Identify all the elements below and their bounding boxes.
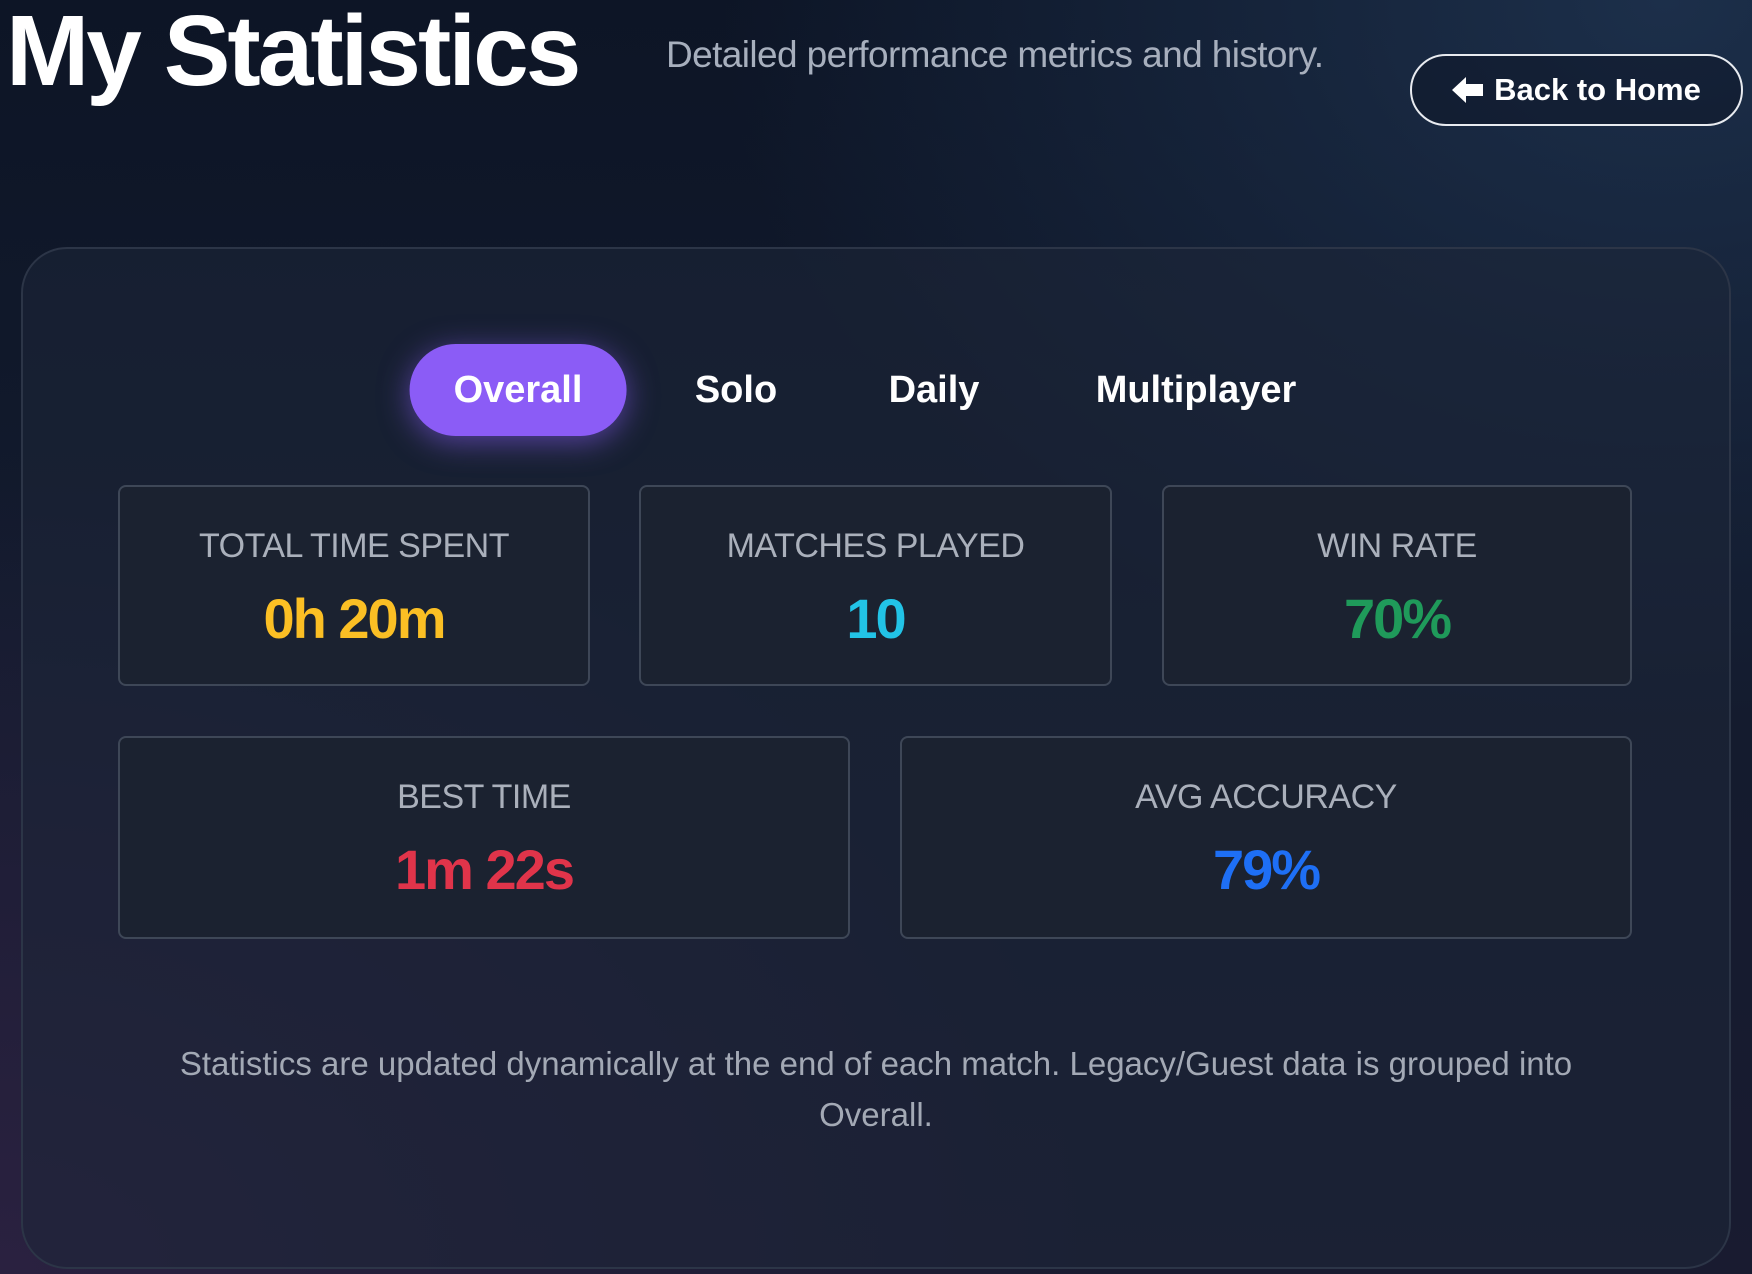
stat-value: 70% bbox=[1343, 587, 1452, 650]
stat-label: BEST TIME bbox=[397, 778, 571, 816]
stat-value: 0h 20m bbox=[263, 587, 447, 650]
stat-label: TOTAL TIME SPENT bbox=[198, 527, 510, 565]
stat-card: TOTAL TIME SPENT 0h 20m bbox=[118, 485, 590, 686]
tab[interactable]: Daily bbox=[888, 368, 980, 411]
footer-note: Statistics are updated dynamically at th… bbox=[179, 1045, 1573, 1133]
stat-value: 1m 22s bbox=[395, 838, 575, 901]
page-subtitle: Detailed performance metrics and history… bbox=[666, 34, 1324, 75]
page-title: My Statistics bbox=[6, 0, 581, 107]
back-button-label: Back to Home bbox=[1494, 72, 1701, 107]
stat-label: AVG ACCURACY bbox=[1135, 778, 1397, 816]
tab[interactable]: Overall bbox=[409, 344, 627, 436]
stat-card: WIN RATE 70% bbox=[1162, 485, 1632, 686]
stat-card: AVG ACCURACY 79% bbox=[900, 736, 1632, 939]
back-button[interactable]: Back to Home bbox=[1410, 54, 1743, 126]
tab[interactable]: Multiplayer bbox=[1095, 368, 1297, 411]
stat-card: BEST TIME 1m 22s bbox=[118, 736, 850, 939]
stat-label: MATCHES PLAYED bbox=[726, 527, 1025, 565]
stat-value: 10 bbox=[846, 587, 906, 650]
stat-value: 79% bbox=[1212, 838, 1321, 901]
stat-label: WIN RATE bbox=[1317, 527, 1477, 565]
tab[interactable]: Solo bbox=[694, 368, 778, 411]
back-arrow-icon bbox=[1452, 77, 1484, 103]
stat-card: MATCHES PLAYED 10 bbox=[639, 485, 1112, 686]
